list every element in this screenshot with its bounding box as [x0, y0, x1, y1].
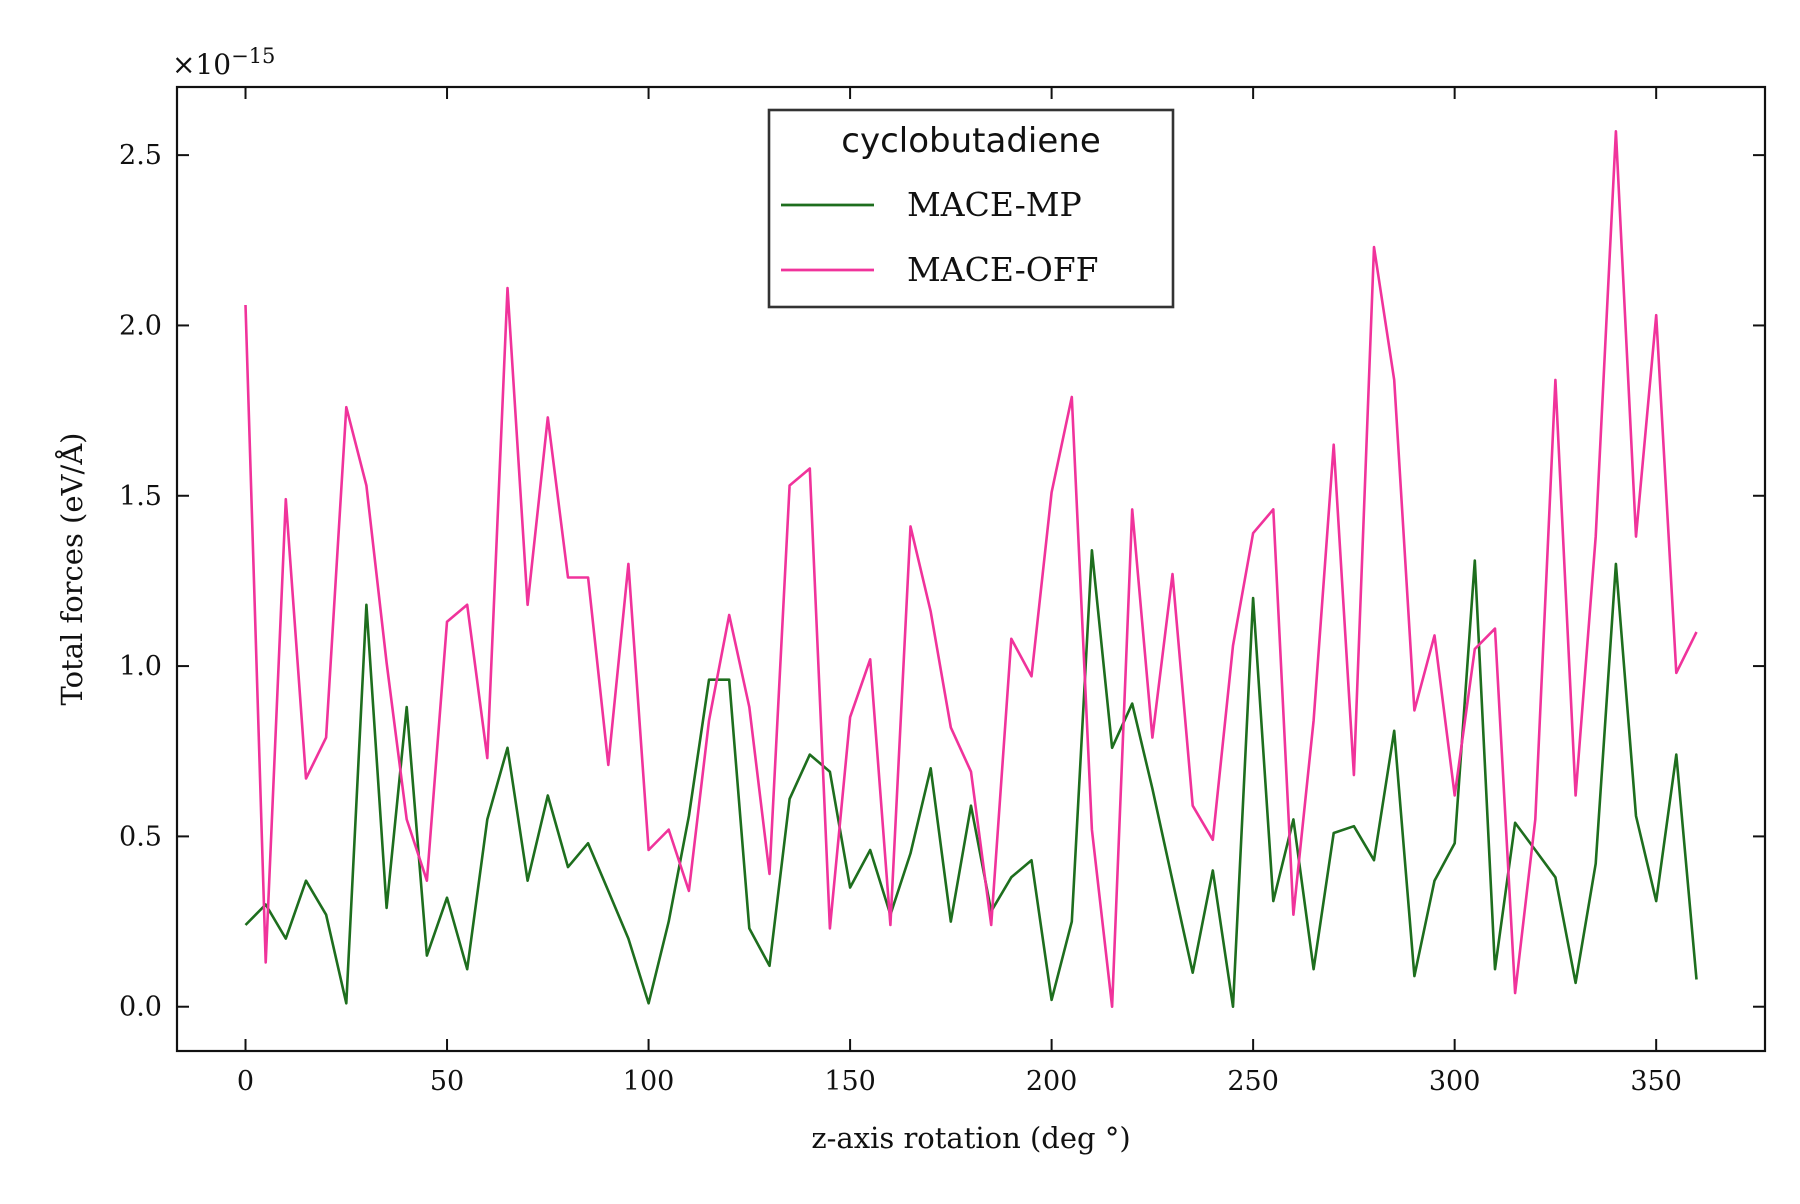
plot-frame [175, 85, 1767, 1053]
y-tick-label: 0.0 [119, 992, 162, 1023]
series-line-mace-mp [244, 548, 1698, 1009]
y-multiplier-base: ×10 [172, 48, 231, 81]
y-tick-label: 1.5 [119, 481, 162, 512]
x-tick-label: 0 [237, 1066, 254, 1097]
y-axis-multiplier: ×10−15 [172, 44, 275, 81]
y-multiplier-exponent: −15 [231, 44, 275, 68]
x-axis-label: z-axis rotation (deg °) [811, 1121, 1130, 1155]
legend-title: cyclobutadiene [841, 121, 1100, 161]
legend-label-mace-off: MACE-OFF [907, 250, 1099, 289]
y-axis-label: Total forces (eV/Å) [54, 433, 89, 706]
x-tick-label: 50 [430, 1066, 464, 1097]
x-tick-label: 200 [1026, 1066, 1078, 1097]
series-line-mace-off [244, 130, 1698, 1009]
legend-box [767, 108, 1175, 309]
x-tick-label: 250 [1227, 1066, 1279, 1097]
x-tick-label: 350 [1630, 1066, 1682, 1097]
legend-label-mace-mp: MACE-MP [907, 185, 1082, 224]
y-tick-label: 1.0 [119, 651, 162, 682]
legend-entries: MACE-MP MACE-OFF [781, 185, 1099, 289]
y-tick-label: 0.5 [119, 821, 162, 852]
y-tick-label: 2.5 [119, 140, 162, 171]
x-tick-label: 100 [623, 1066, 675, 1097]
y-tick-label: 2.0 [119, 310, 162, 341]
x-tick-label: 300 [1429, 1066, 1481, 1097]
legend: cyclobutadiene MACE-MP MACE-OFF [767, 108, 1175, 309]
x-tick-label: 150 [824, 1066, 876, 1097]
ticks-layer: 0 50 100 150 200 250 300 350 0.0 0.5 1.0 1.5 2.0 2.5 [119, 87, 1765, 1097]
series-layer [244, 130, 1698, 1009]
